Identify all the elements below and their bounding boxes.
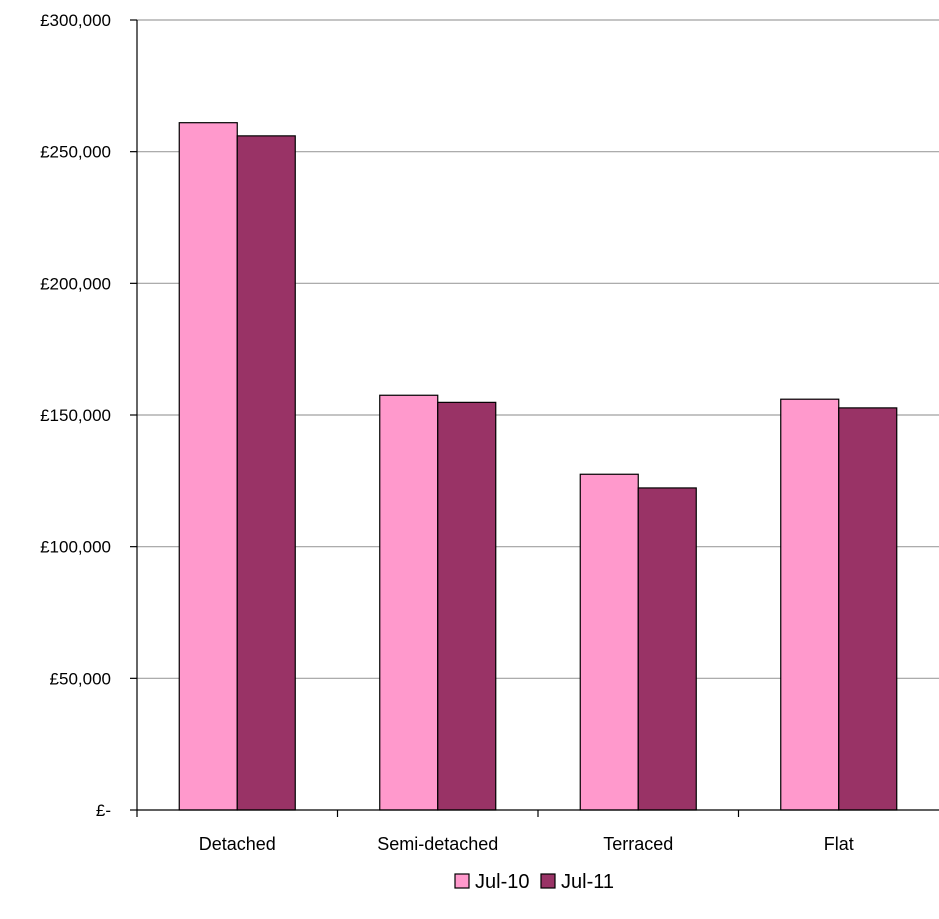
x-axis-category-label: Detached <box>199 834 276 854</box>
legend-swatch-jul-10 <box>454 873 470 889</box>
y-axis-tick-label: £300,000 <box>40 11 111 30</box>
y-axis-tick-label: £100,000 <box>40 538 111 557</box>
x-axis-category-label: Semi-detached <box>377 834 498 854</box>
bar-terraced-jul-11 <box>637 487 697 811</box>
bar-flat-jul-11 <box>838 407 898 811</box>
axes <box>130 19 939 817</box>
y-axis-tick-label: £50,000 <box>50 669 111 688</box>
bar-detached-jul-10 <box>178 122 238 811</box>
legend-label-jul-11: Jul-11 <box>561 871 614 893</box>
bars <box>178 122 898 811</box>
bar-terraced-jul-10 <box>579 473 639 811</box>
bar-semi-detached-jul-11 <box>437 401 497 811</box>
x-axis-category-labels: Detached Semi-detached Terraced Flat <box>199 834 854 854</box>
y-axis-tick-label: £- <box>96 801 111 820</box>
x-axis-category-label: Flat <box>824 834 854 854</box>
y-axis-tick-label: £150,000 <box>40 406 111 425</box>
bar-detached-jul-11 <box>236 135 296 811</box>
y-axis-tick-label: £250,000 <box>40 143 111 162</box>
bar-semi-detached-jul-10 <box>379 394 439 811</box>
legend-label-jul-10: Jul-10 <box>475 871 529 893</box>
bar-flat-jul-10 <box>780 398 840 811</box>
legend-swatch-jul-11 <box>540 873 556 889</box>
legend: Jul-10 Jul-11 <box>454 871 614 893</box>
x-axis-category-label: Terraced <box>603 834 673 854</box>
y-axis-tick-labels: £- £50,000 £100,000 £150,000 £200,000 £250,00… <box>40 11 111 820</box>
y-axis-tick-label: £200,000 <box>40 274 111 293</box>
